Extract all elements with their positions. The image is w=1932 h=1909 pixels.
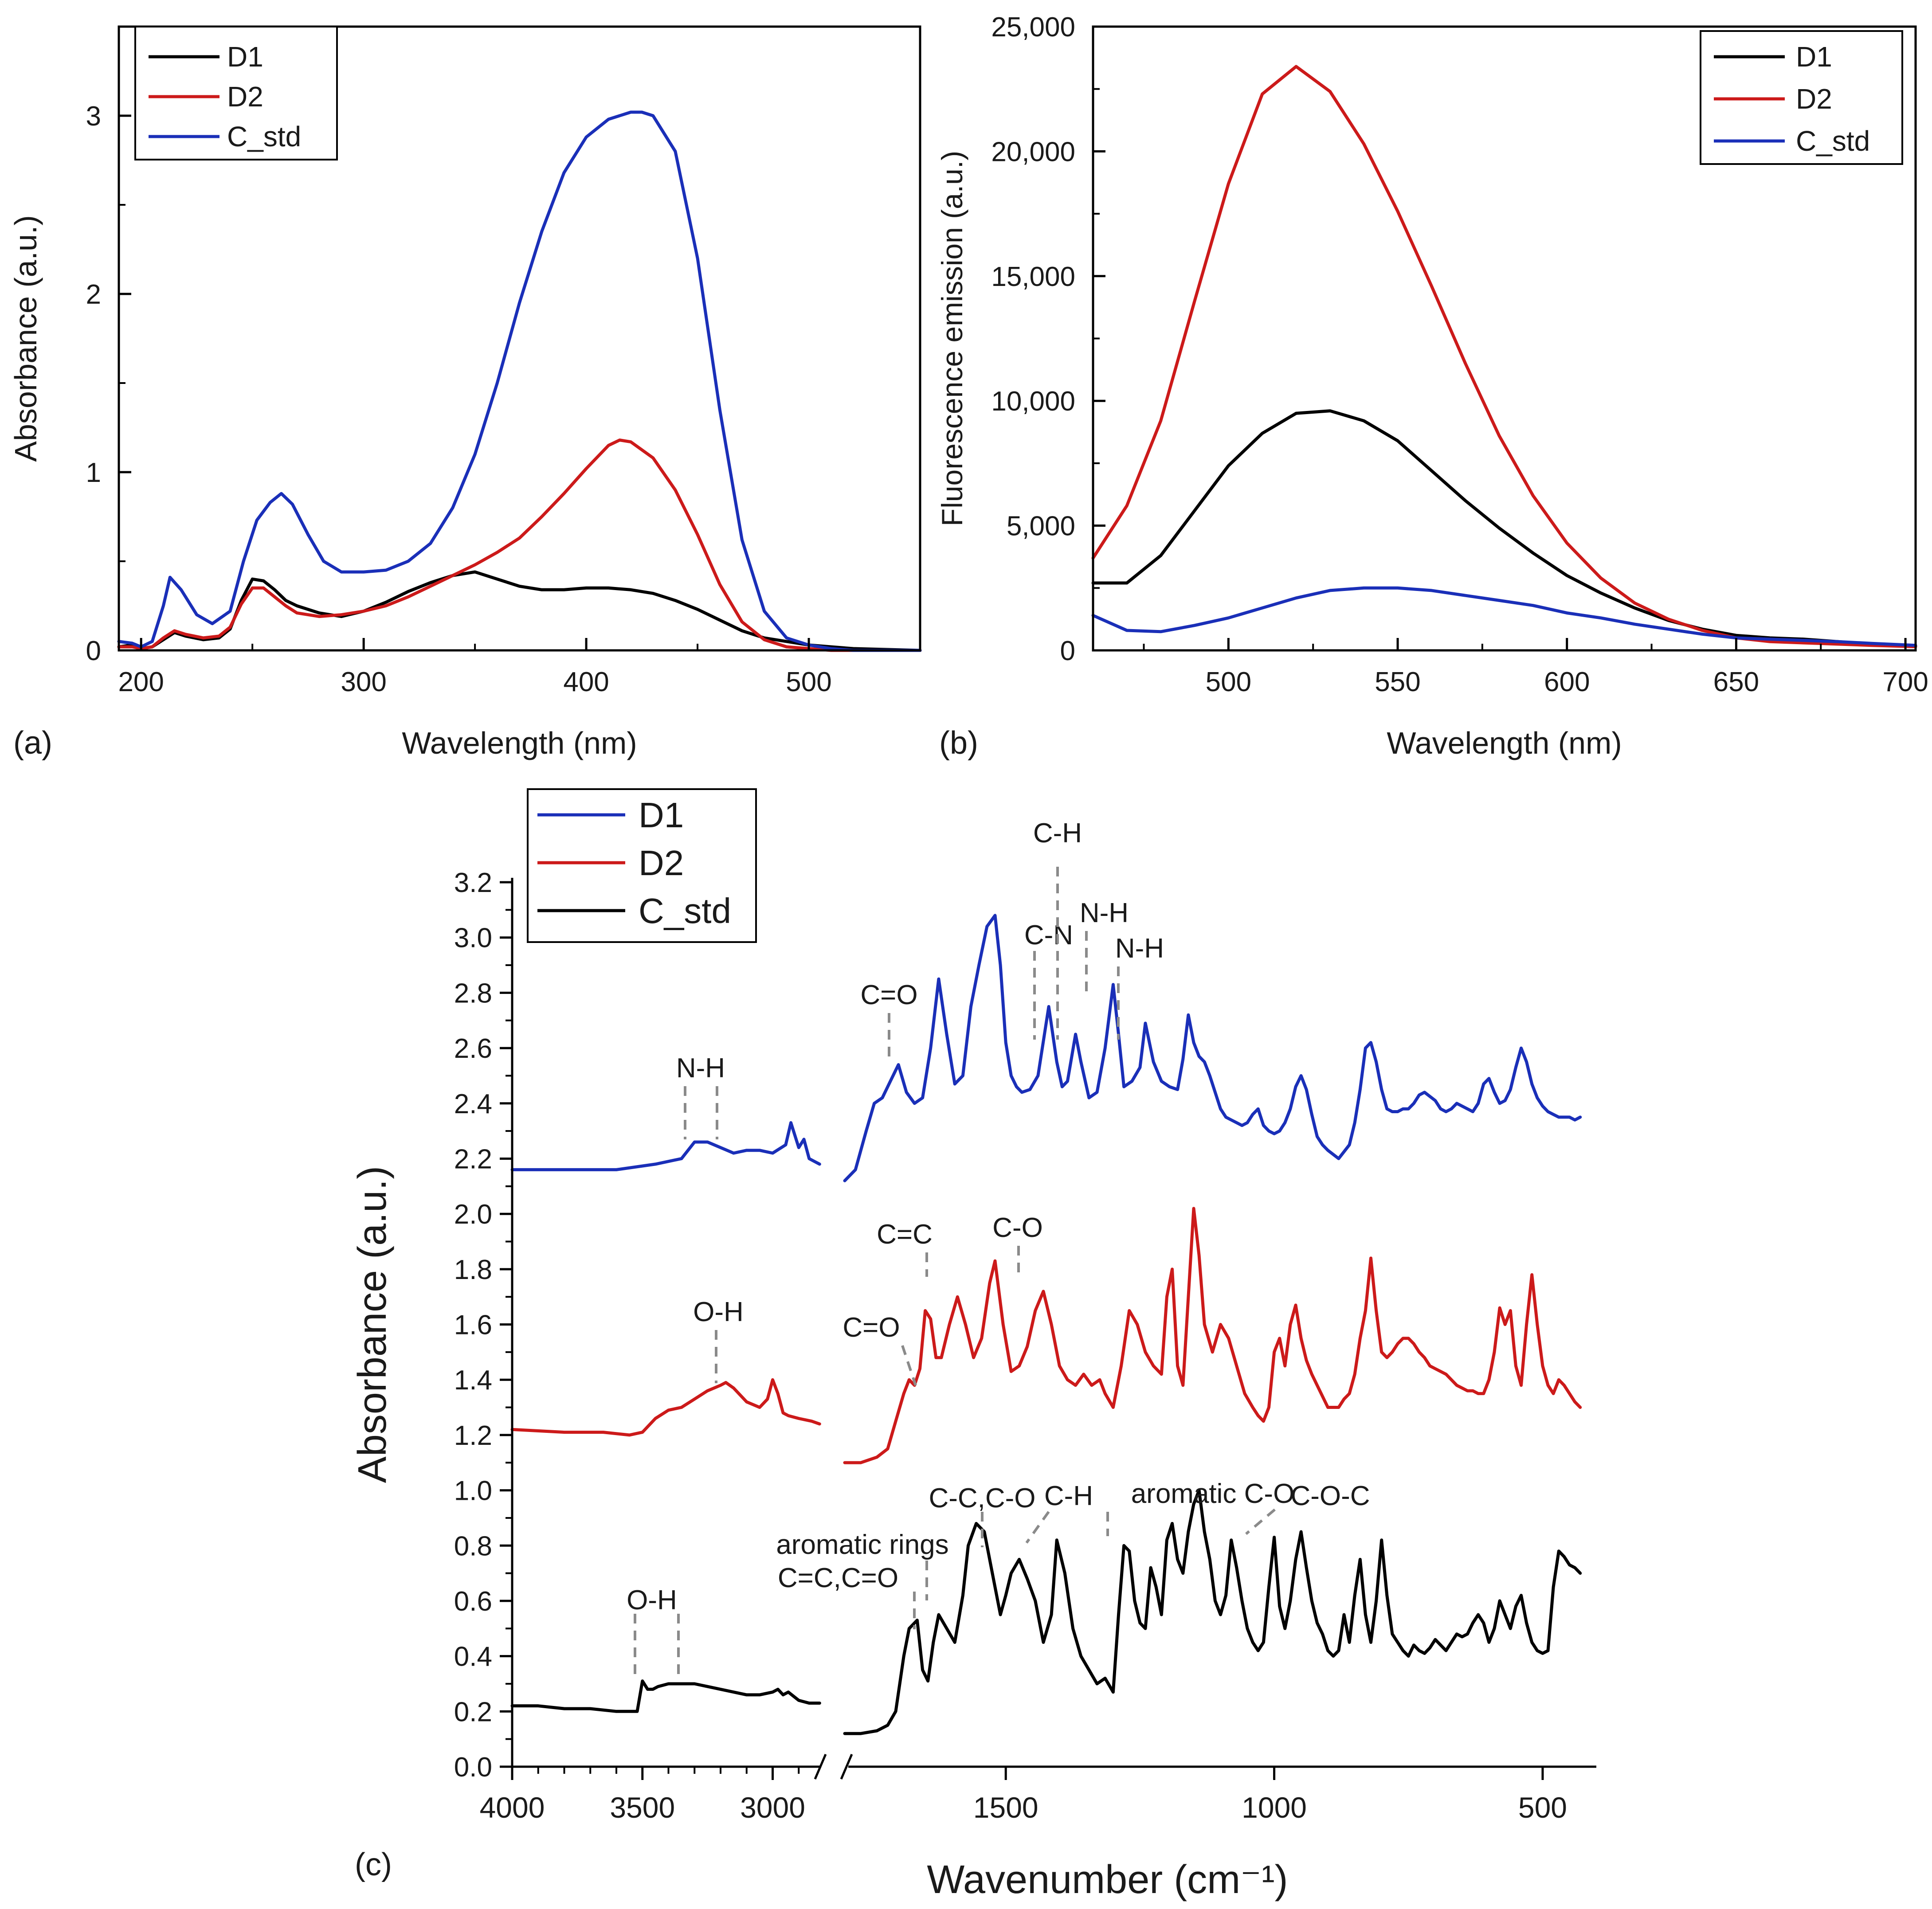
series-line-d2 bbox=[510, 1378, 821, 1437]
peak-annotation: aromatic C-O bbox=[1131, 1479, 1295, 1509]
legend-label: D2 bbox=[1796, 83, 1832, 115]
x-axis-label: Wavelength (nm) bbox=[1387, 726, 1622, 760]
y-tick-label: 0 bbox=[86, 636, 101, 666]
y-tick-label: 2.4 bbox=[454, 1089, 492, 1119]
peak-annotation: C=O bbox=[860, 980, 917, 1010]
x-tick-label: 1000 bbox=[1242, 1791, 1307, 1824]
y-tick-label: 2.6 bbox=[454, 1033, 492, 1064]
series-line-d2 bbox=[1091, 65, 1917, 649]
y-tick-label: 0.2 bbox=[454, 1697, 492, 1727]
legend-label: D1 bbox=[639, 795, 684, 835]
series-line-d1 bbox=[843, 914, 1582, 1182]
peak-annotation: C=O bbox=[843, 1312, 900, 1343]
axis-break-mark bbox=[840, 1754, 853, 1780]
y-tick-label: 1.6 bbox=[454, 1310, 492, 1341]
panel-label: (a) bbox=[13, 725, 52, 761]
peak-annotation: N-H bbox=[1115, 933, 1164, 964]
y-tick-label: 1.8 bbox=[454, 1255, 492, 1285]
y-tick-label: 5,000 bbox=[1007, 511, 1075, 542]
panel-b-fluorescence-chart: 500 550 600 650 700 0 5,000 10,000 15,000 20,000 2… bbox=[936, 12, 1928, 761]
peak-annotation: C=C,C=O bbox=[778, 1563, 898, 1593]
legend-label: D1 bbox=[1796, 41, 1832, 73]
peak-annotation: C=C bbox=[877, 1219, 933, 1250]
x-tick-label: 650 bbox=[1713, 667, 1759, 697]
peak-annotation: N-H bbox=[676, 1053, 725, 1084]
x-tick-label: 300 bbox=[341, 667, 386, 697]
y-tick-label: 25,000 bbox=[991, 12, 1075, 43]
annotation-leader bbox=[901, 1345, 917, 1386]
x-tick-label: 600 bbox=[1544, 667, 1590, 697]
x-tick-label: 500 bbox=[1206, 667, 1251, 697]
panel-c-ftir-chart: 4000 3500 3000 1500 1000 500 0.0 0.2 0.4 0.6 0.8 1.… bbox=[350, 788, 1596, 1902]
x-tick-label: 400 bbox=[563, 667, 609, 697]
legend-label: D1 bbox=[227, 41, 263, 73]
y-tick-label: 1.4 bbox=[454, 1365, 492, 1396]
series-line-c-std bbox=[510, 1679, 821, 1713]
axis-break-mark bbox=[814, 1754, 827, 1780]
x-tick-label: 500 bbox=[786, 667, 831, 697]
annotation-leader bbox=[1025, 1511, 1050, 1544]
peak-annotation: C-O bbox=[992, 1213, 1043, 1243]
y-tick-label: 15,000 bbox=[991, 262, 1075, 292]
y-axis-label: Fluorescence emission (a.u.) bbox=[936, 151, 968, 526]
y-tick-label: 1 bbox=[86, 458, 101, 488]
panel-label: (c) bbox=[355, 1847, 392, 1882]
legend-label: C_std bbox=[1796, 125, 1870, 157]
peak-annotation: C-N bbox=[1024, 920, 1073, 951]
annotation-leader bbox=[1245, 1508, 1276, 1535]
y-tick-label: 0 bbox=[1060, 636, 1075, 666]
legend-label: D2 bbox=[227, 81, 263, 113]
y-tick-label: 0.0 bbox=[454, 1752, 492, 1783]
y-tick-label: 0.6 bbox=[454, 1586, 492, 1617]
panel-label: (b) bbox=[939, 725, 978, 761]
legend-label: D2 bbox=[639, 843, 684, 883]
x-axis-label: Wavelength (nm) bbox=[402, 726, 637, 760]
peak-annotation: C-H bbox=[1044, 1481, 1093, 1511]
y-tick-label: 2.8 bbox=[454, 978, 492, 1009]
series-line-c-std bbox=[117, 110, 922, 652]
x-axis-label: Wavenumber (cm⁻¹) bbox=[927, 1858, 1288, 1902]
series-line-d1 bbox=[117, 570, 922, 652]
y-axis-label: Absorbance (a.u.) bbox=[350, 1166, 395, 1483]
x-tick-label: 4000 bbox=[480, 1791, 545, 1824]
x-tick-label: 3000 bbox=[740, 1791, 805, 1824]
series-line-d2 bbox=[117, 438, 922, 652]
x-tick-label: 3500 bbox=[610, 1791, 675, 1824]
plot-frame bbox=[118, 25, 921, 652]
panel-a-absorbance-chart: 200 300 400 500 0 1 2 3 Wavelength (nm) Absorbanc… bbox=[8, 25, 922, 761]
x-tick-label: 550 bbox=[1375, 667, 1420, 697]
y-tick-label: 0.4 bbox=[454, 1642, 492, 1672]
y-tick-label: 20,000 bbox=[991, 137, 1075, 167]
y-tick-label: 2.0 bbox=[454, 1199, 492, 1230]
peak-annotation: C-H bbox=[1033, 818, 1082, 849]
series-line-d2 bbox=[843, 1207, 1582, 1464]
x-tick-label: 1500 bbox=[973, 1791, 1038, 1824]
y-axis-label: Absorbance (a.u.) bbox=[8, 215, 43, 462]
peak-annotation: O-H bbox=[693, 1297, 744, 1327]
x-tick-label: 700 bbox=[1882, 667, 1928, 697]
legend-label: C_std bbox=[639, 891, 731, 931]
series-line-d1 bbox=[510, 1121, 821, 1171]
legend-label: C_std bbox=[227, 121, 301, 153]
y-tick-label: 10,000 bbox=[991, 386, 1075, 417]
y-tick-label: 2.2 bbox=[454, 1144, 492, 1174]
peak-annotation: C-C,C-O bbox=[929, 1483, 1035, 1514]
x-tick-label: 200 bbox=[118, 667, 164, 697]
y-tick-label: 2 bbox=[86, 279, 101, 310]
series-line-c-std bbox=[1091, 586, 1917, 647]
peak-annotation: N-H bbox=[1080, 898, 1129, 928]
y-tick-label: 0.8 bbox=[454, 1531, 492, 1561]
peak-annotation: aromatic rings bbox=[776, 1530, 948, 1560]
peak-annotation: O-H bbox=[627, 1585, 677, 1616]
y-tick-label: 3.0 bbox=[454, 923, 492, 954]
x-tick-label: 500 bbox=[1518, 1791, 1567, 1824]
peak-annotation: C-O-C bbox=[1290, 1481, 1370, 1511]
y-tick-label: 1.0 bbox=[454, 1476, 492, 1506]
y-tick-label: 3 bbox=[86, 101, 101, 132]
y-tick-label: 3.2 bbox=[454, 868, 492, 898]
y-tick-label: 1.2 bbox=[454, 1420, 492, 1451]
series-line-c-std bbox=[843, 1489, 1582, 1735]
